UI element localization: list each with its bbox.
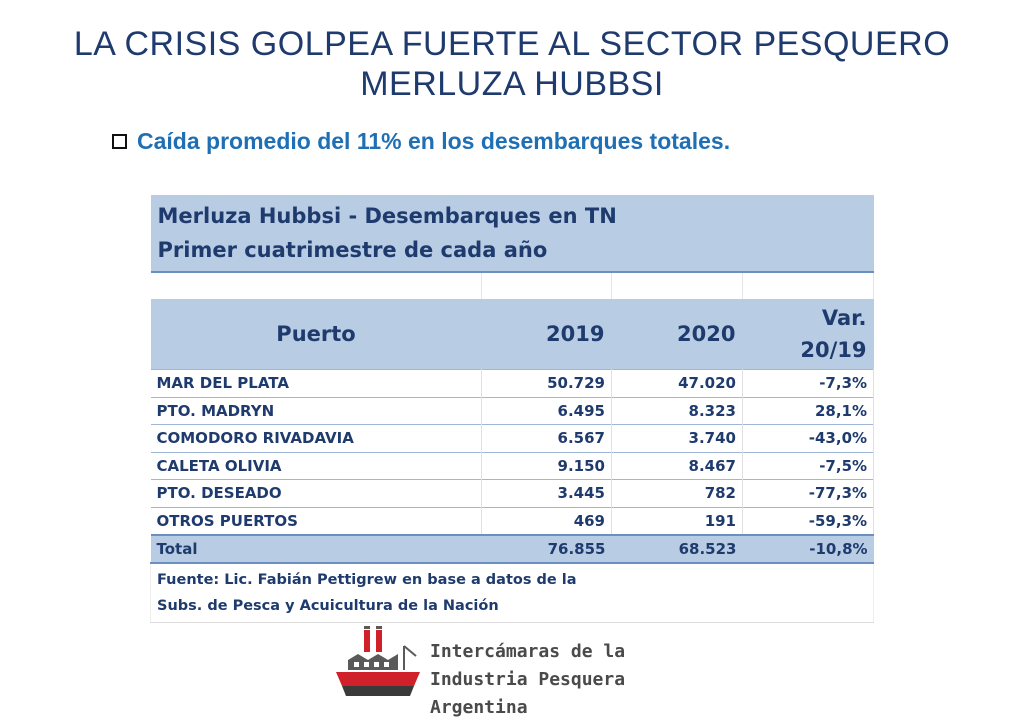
cell-total-label: Total [150, 534, 482, 563]
cell-total-2020: 68.523 [611, 534, 743, 563]
cell-2020: 47.020 [611, 369, 743, 397]
landings-table: Merluza Hubbsi - Desembarques en TN Prim… [149, 195, 875, 623]
col-header-var: Var. 20/19 [742, 299, 874, 370]
blank-row [150, 271, 875, 299]
source-row: Fuente: Lic. Fabián Pettigrew en base a … [149, 562, 875, 623]
source-line-1: Fuente: Lic. Fabián Pettigrew en base a … [157, 572, 577, 588]
col-header-var-line-1: Var. [821, 306, 867, 330]
cell-2019: 9.150 [481, 451, 612, 480]
table-row: CALETA OLIVIA 9.150 8.467 -7,5% [150, 451, 875, 480]
table-header-line-2: Primer cuatrimestre de cada año [157, 238, 548, 262]
col-header-port: Puerto [150, 299, 482, 370]
col-header-2020: 2020 [611, 299, 743, 370]
cell-2020: 782 [611, 479, 743, 507]
bullet-point: Caída promedio del 11% en los desembarqu… [112, 128, 730, 155]
column-header-row: Puerto 2019 2020 Var. 20/19 [150, 299, 874, 370]
page-title: LA CRISIS GOLPEA FUERTE AL SECTOR PESQUE… [0, 24, 1024, 104]
table-row: COMODORO RIVADAVIA 6.567 3.740 -43,0% [150, 424, 875, 452]
title-line-1: LA CRISIS GOLPEA FUERTE AL SECTOR PESQUE… [73, 25, 951, 63]
cell-port: CALETA OLIVIA [150, 451, 482, 480]
cell-var: -7,5% [742, 451, 875, 480]
cell-port: COMODORO RIVADAVIA [150, 424, 482, 452]
cell-2020: 191 [611, 506, 743, 535]
table-row: PTO. MADRYN 6.495 8.323 28,1% [150, 396, 875, 425]
cell-var: 28,1% [742, 396, 875, 425]
table-row: PTO. DESEADO 3.445 782 -77,3% [150, 479, 875, 507]
bullet-text: Caída promedio del 11% en los desembarqu… [137, 128, 731, 154]
table-header-line-1: Merluza Hubbsi - Desembarques en TN [157, 204, 617, 228]
fishing-ship-icon [336, 626, 420, 696]
cell-var: -7,3% [742, 369, 875, 397]
cell-port: MAR DEL PLATA [150, 369, 482, 397]
cell-var: -77,3% [742, 479, 875, 507]
cell-total-var: -10,8% [742, 534, 874, 563]
table-header: Merluza Hubbsi - Desembarques en TN Prim… [150, 195, 874, 272]
cell-2019: 3.445 [481, 479, 612, 507]
cell-2020: 8.467 [611, 451, 743, 480]
table-row: MAR DEL PLATA 50.729 47.020 -7,3% [150, 369, 875, 397]
cell-2019: 6.495 [481, 396, 612, 425]
logo-line-2: Industria Pesquera Argentina [430, 669, 626, 718]
title-line-2: MERLUZA HUBBSI [360, 65, 664, 103]
logo-line-1: Intercámaras de la [430, 641, 626, 662]
cell-2019: 50.729 [481, 369, 612, 397]
cell-total-2019: 76.855 [481, 534, 612, 563]
cell-2019: 6.567 [481, 424, 612, 452]
cell-2019: 469 [481, 506, 612, 535]
table-row: OTROS PUERTOS 469 191 -59,3% [150, 506, 875, 535]
total-row: Total 76.855 68.523 -10,8% [150, 534, 874, 563]
source-line-2: Subs. de Pesca y Acuicultura de la Nació… [157, 598, 499, 614]
cell-var: -43,0% [742, 424, 875, 452]
cell-port: PTO. DESEADO [150, 479, 482, 507]
cell-var: -59,3% [742, 506, 875, 535]
intercamaras-logo: Intercámaras de la Industria Pesquera Ar… [334, 626, 694, 718]
cell-2020: 3.740 [611, 424, 743, 452]
cell-port: OTROS PUERTOS [150, 506, 482, 535]
col-header-var-line-2: 20/19 [800, 338, 867, 362]
cell-port: PTO. MADRYN [150, 396, 482, 425]
col-header-2019: 2019 [481, 299, 612, 370]
cell-2020: 8.323 [611, 396, 743, 425]
checkbox-square-icon [112, 134, 127, 149]
logo-text: Intercámaras de la Industria Pesquera Ar… [430, 638, 694, 722]
